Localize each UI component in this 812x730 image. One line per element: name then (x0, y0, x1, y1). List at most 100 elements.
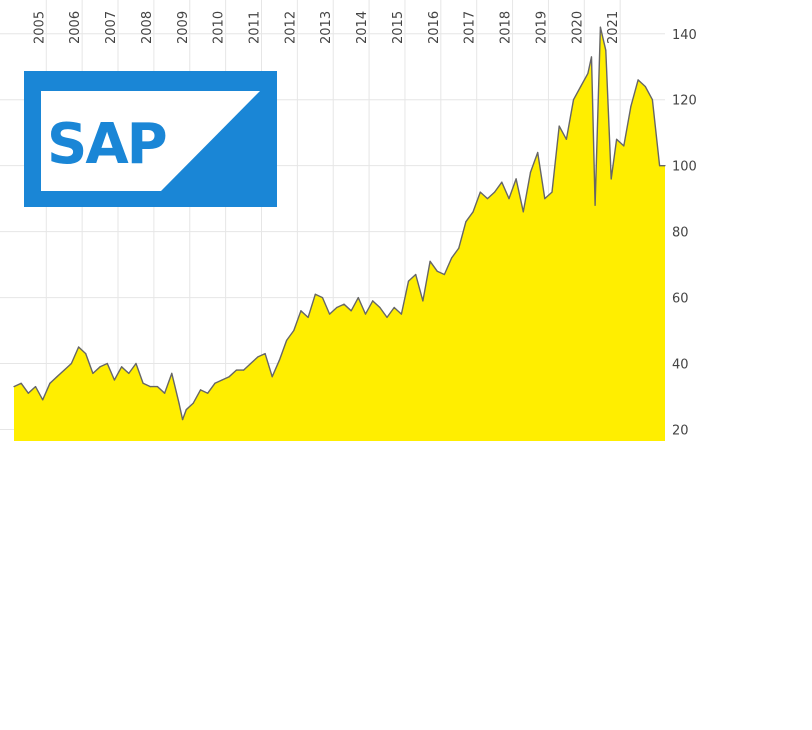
data-point (181, 418, 184, 421)
data-point (415, 273, 417, 276)
x-tick-label: 2011 (247, 11, 262, 44)
x-tick-label: 2007 (104, 11, 119, 44)
y-tick-label: 100 (672, 160, 697, 175)
data-point (164, 392, 166, 394)
data-point (235, 369, 237, 371)
data-point (357, 296, 359, 299)
data-point (472, 211, 474, 213)
data-point (156, 385, 159, 388)
data-point (494, 191, 496, 193)
data-point (599, 26, 602, 28)
data-point (422, 300, 424, 302)
y-tick-labels: 20 40 60 80 100 120 140 (672, 28, 697, 439)
data-point (70, 362, 72, 365)
data-point (651, 99, 654, 101)
y-tick-label: 20 (672, 423, 689, 438)
data-point (20, 382, 22, 384)
x-tick-label: 2021 (606, 11, 621, 44)
data-point (314, 293, 316, 295)
data-point (307, 316, 309, 318)
data-point (185, 409, 187, 411)
data-point (56, 376, 58, 378)
data-point (529, 171, 532, 173)
data-point (350, 310, 352, 312)
data-point (221, 379, 223, 381)
data-point (207, 392, 209, 394)
data-point (264, 353, 266, 355)
data-point (664, 165, 666, 167)
x-tick-label: 2016 (427, 11, 442, 44)
data-point (250, 362, 252, 365)
x-tick-label: 2015 (391, 11, 406, 44)
data-point (580, 85, 582, 88)
data-point (590, 56, 593, 58)
y-tick-label: 120 (672, 94, 697, 109)
sap-logo-panel: SAP (41, 91, 260, 191)
y-tick-label: 40 (672, 358, 689, 373)
data-point (321, 296, 324, 299)
data-point (458, 247, 460, 249)
data-point (537, 151, 539, 154)
data-point (364, 313, 367, 315)
data-point (77, 346, 80, 348)
data-point (379, 306, 381, 309)
data-point (171, 372, 173, 375)
data-point (429, 260, 431, 262)
data-point (99, 366, 101, 368)
x-tick-label: 2008 (140, 11, 155, 44)
data-point (271, 376, 273, 378)
data-point (300, 310, 302, 312)
data-point (515, 178, 517, 180)
data-point (92, 372, 94, 375)
data-point (128, 372, 130, 375)
data-point (587, 72, 589, 74)
data-point (615, 138, 618, 140)
data-point (343, 303, 345, 305)
data-point (178, 402, 180, 404)
y-tick-label: 80 (672, 226, 689, 241)
x-tick-labels: 2005 2006 2007 2008 2009 2010 2011 2012 2013 2014… (32, 11, 621, 44)
data-point (293, 329, 295, 332)
x-tick-label: 2010 (212, 11, 227, 44)
x-tick-label: 2017 (463, 11, 478, 44)
data-point (106, 362, 108, 365)
data-point (192, 402, 194, 404)
x-tick-label: 2018 (499, 11, 514, 44)
data-point (242, 369, 245, 371)
data-point (610, 178, 612, 180)
sap-logo: SAP (24, 71, 277, 207)
data-point (630, 105, 632, 107)
data-point (329, 313, 331, 315)
data-point (214, 382, 216, 384)
logo-text: SAP (47, 112, 166, 177)
x-tick-label: 2006 (68, 11, 83, 44)
y-tick-label: 140 (672, 28, 697, 43)
data-point (278, 359, 281, 361)
data-point (565, 138, 567, 140)
x-tick-label: 2014 (355, 11, 370, 44)
data-point (285, 339, 288, 342)
data-point (605, 49, 607, 51)
x-tick-label: 2020 (570, 11, 585, 44)
data-point (372, 300, 374, 302)
data-point (501, 181, 503, 183)
data-point (121, 366, 123, 368)
data-point (623, 145, 625, 147)
data-point (113, 379, 116, 381)
data-point (42, 399, 44, 401)
data-point (479, 191, 481, 193)
data-point (644, 85, 646, 88)
data-point (486, 198, 489, 200)
data-point (386, 316, 388, 318)
data-point (400, 313, 402, 315)
data-point (436, 270, 438, 272)
data-point (544, 198, 546, 200)
data-point (199, 389, 202, 391)
data-point (572, 99, 575, 101)
data-point (49, 382, 51, 384)
data-point (13, 385, 15, 388)
data-point (594, 204, 596, 206)
data-point (465, 221, 467, 223)
data-point (228, 376, 230, 378)
data-point (407, 280, 410, 282)
